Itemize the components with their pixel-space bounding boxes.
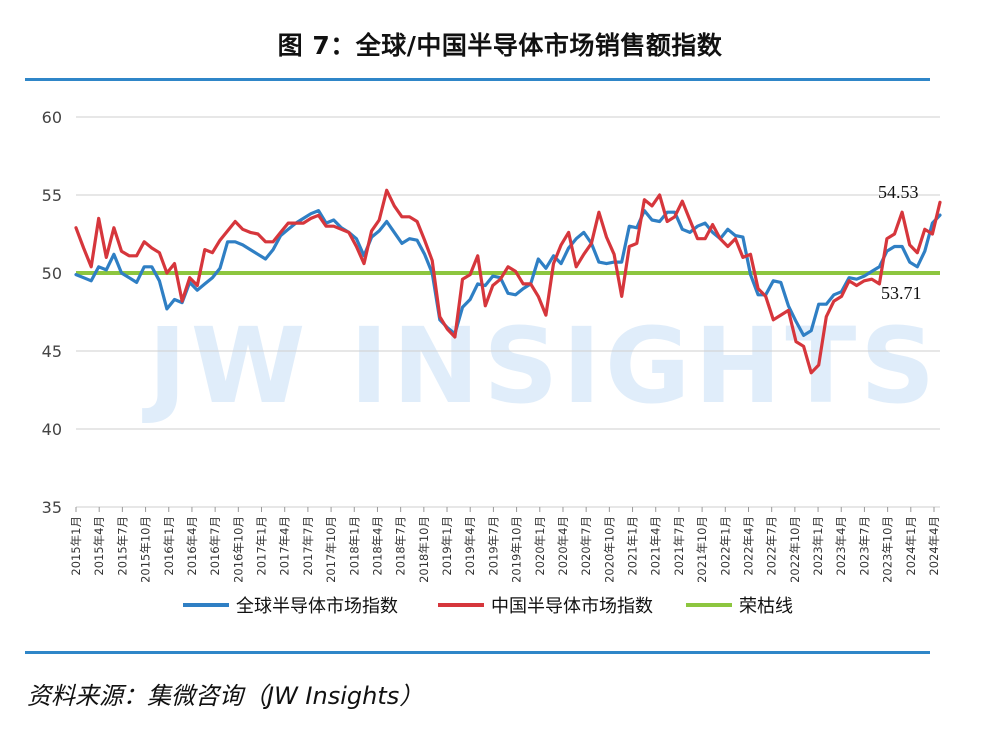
- x-tick-label: 2016年7月: [208, 516, 222, 576]
- x-tick-label: 2022年7月: [765, 516, 779, 576]
- legend: 全球半导体市场指数 中国半导体市场指数 荣枯线: [183, 596, 793, 617]
- watermark: JW INSIGHTS: [142, 305, 939, 427]
- x-axis: 2015年1月 2015年4月 2015年7月 2015年10月 2016年1月 2016…: [69, 507, 941, 583]
- x-tick-label: 2016年4月: [185, 516, 199, 576]
- x-tick-label: 2020年4月: [556, 516, 570, 576]
- source-note: 资料来源：集微咨询（JW Insights）: [27, 682, 424, 710]
- x-tick-label: 2020年1月: [533, 516, 547, 576]
- x-tick-label: 2015年1月: [69, 516, 83, 576]
- global-last-value-label: 53.71: [881, 283, 922, 303]
- x-tick-label: 2019年7月: [486, 516, 500, 576]
- x-tick-label: 2018年4月: [370, 516, 384, 576]
- legend-china-label: 中国半导体市场指数: [491, 596, 653, 617]
- bottom-divider: [25, 651, 930, 654]
- x-tick-label: 2017年10月: [324, 516, 338, 583]
- x-tick-label: 2021年4月: [649, 516, 663, 576]
- x-tick-label: 2016年10月: [231, 516, 245, 583]
- x-tick-label: 2022年1月: [718, 516, 732, 576]
- legend-global-label: 全球半导体市场指数: [236, 596, 398, 617]
- x-tick-label: 2024年4月: [927, 516, 941, 576]
- series-lines: [74, 188, 942, 375]
- legend-threshold-label: 荣枯线: [739, 596, 793, 617]
- china-last-value-label: 54.53: [878, 182, 919, 202]
- y-tick-label: 45: [42, 342, 62, 361]
- y-axis: 35 40 45 50 55 60: [42, 108, 62, 517]
- x-tick-label: 2018年1月: [347, 516, 361, 576]
- series-line-china: [74, 188, 942, 375]
- chart-title: 图 7：全球/中国半导体市场销售额指数: [277, 31, 723, 60]
- x-tick-label: 2018年10月: [417, 516, 431, 583]
- x-tick-label: 2024年1月: [904, 516, 918, 576]
- x-tick-label: 2020年10月: [602, 516, 616, 583]
- watermark-text: JW INSIGHTS: [142, 305, 939, 427]
- x-tick-label: 2021年7月: [672, 516, 686, 576]
- y-tick-label: 50: [42, 264, 62, 283]
- x-tick-label: 2015年10月: [139, 516, 153, 583]
- x-tick-label: 2019年1月: [440, 516, 454, 576]
- x-tick-label: 2021年10月: [695, 516, 709, 583]
- x-tick-label: 2019年4月: [463, 516, 477, 576]
- x-tick-label: 2015年7月: [115, 516, 129, 576]
- x-tick-label: 2016年1月: [162, 516, 176, 576]
- x-tick-label: 2017年1月: [255, 516, 269, 576]
- x-tick-label: 2022年4月: [741, 516, 755, 576]
- series-line-global: [74, 209, 942, 337]
- x-tick-label: 2021年1月: [626, 516, 640, 576]
- y-tick-label: 55: [42, 186, 62, 205]
- annotations: 54.53 53.71: [878, 182, 922, 303]
- x-tick-label: 2017年4月: [278, 516, 292, 576]
- x-tick-label: 2023年7月: [857, 516, 871, 576]
- y-tick-label: 40: [42, 420, 62, 439]
- y-tick-label: 35: [42, 498, 62, 517]
- x-tick-label: 2019年10月: [510, 516, 524, 583]
- x-tick-label: 2023年4月: [834, 516, 848, 576]
- x-tick-label: 2020年7月: [579, 516, 593, 576]
- x-tick-label: 2018年7月: [394, 516, 408, 576]
- x-tick-label: 2017年7月: [301, 516, 315, 576]
- x-tick-label: 2022年10月: [788, 516, 802, 583]
- x-tick-label: 2023年10月: [881, 516, 895, 583]
- top-divider: [25, 78, 930, 81]
- x-tick-label: 2023年1月: [811, 516, 825, 576]
- x-tick-label: 2015年4月: [92, 516, 106, 576]
- y-tick-label: 60: [42, 108, 62, 127]
